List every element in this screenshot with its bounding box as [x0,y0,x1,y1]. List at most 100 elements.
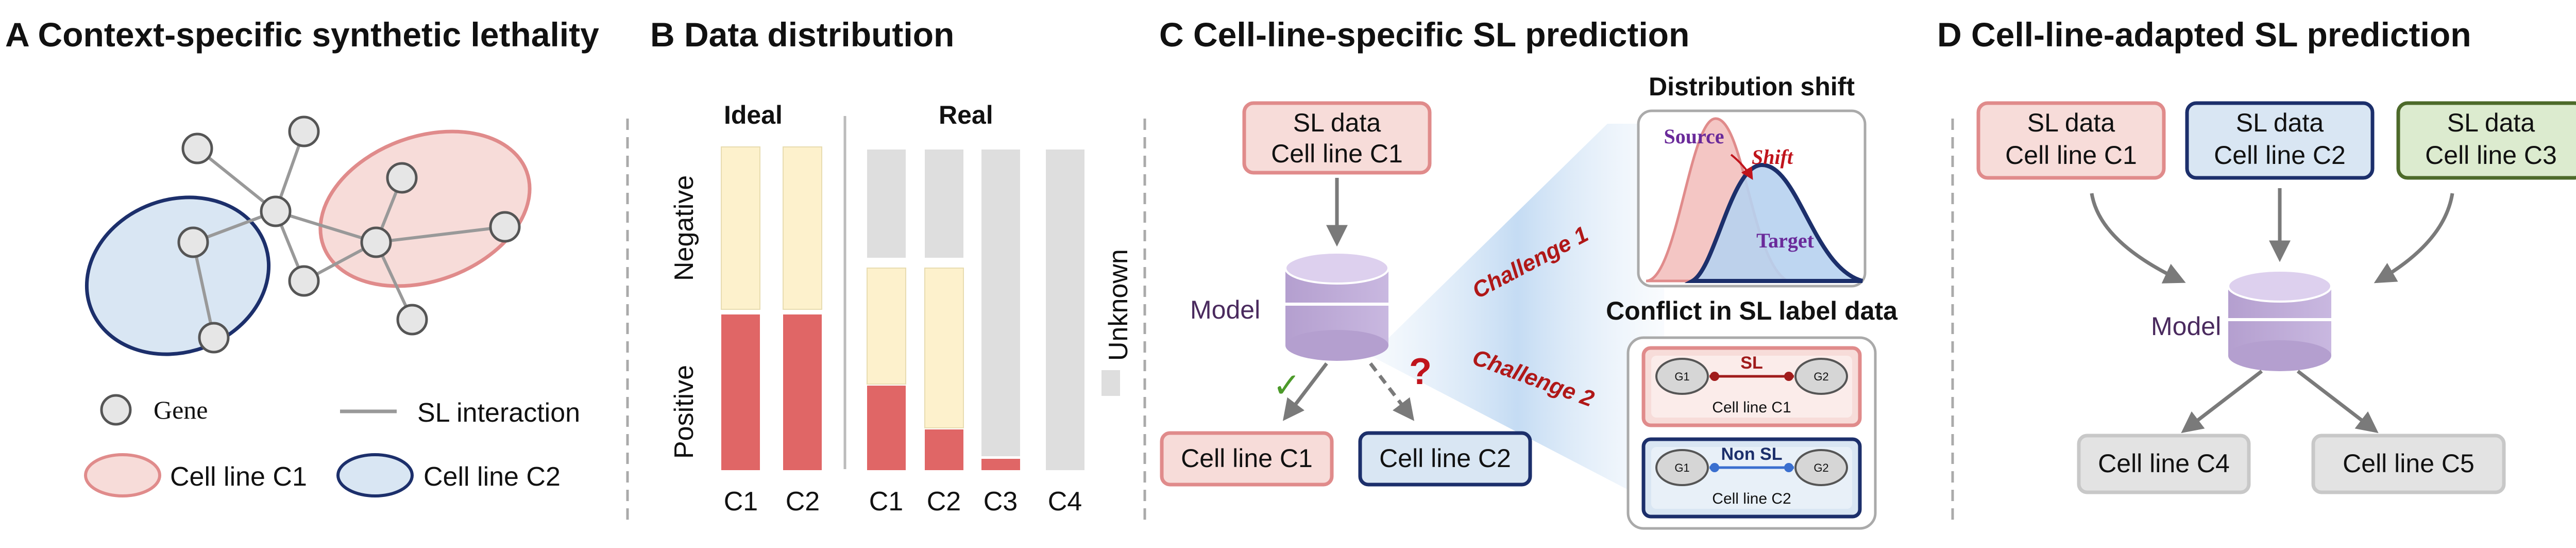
cell-line-c1-region [318,129,532,288]
source-data-box [1242,101,1432,175]
output-c5-box [2311,434,2506,494]
c2-legend-symbol [336,453,414,497]
row1-g2-label: G2 [1814,370,1828,383]
real-col-c2: C2 [927,487,961,517]
legend: Gene SL interaction Cell line C1 Cell li… [84,394,580,497]
negative-axis-label: Negative [669,175,699,281]
conflict-row-c2: G1 G2 Non SL Cell line C2 [1641,437,1862,519]
conflict-title: Conflict in SL label data [1606,296,1898,325]
ideal-col-c1: C1 [724,487,758,517]
source-box-line2: Cell line C1 [1271,139,1403,168]
source-c3-line2: Cell line C3 [2425,141,2557,170]
real-c2-positive-bar [925,429,963,470]
panel-c-title: C Cell-line-specific SL prediction [1159,15,1689,54]
ideal-col-c2: C2 [786,487,820,517]
source-label: Source [1664,125,1724,148]
legend-c2-label: Cell line C2 [423,462,561,492]
source-box-line1: SL data [1293,108,1381,137]
source-c3-box [2396,101,2576,180]
real-bars [867,150,1084,470]
output-c5-label: Cell line C5 [2343,449,2475,478]
real-c4-unknown-bar [1046,150,1084,470]
ideal-c2-negative-bar [783,146,822,310]
model-to-c4-arrow [2181,370,2263,434]
real-c3-positive-bar [981,459,1020,470]
gene-g1-node [1655,358,1709,395]
output-c1-box [1160,431,1334,487]
legend-c1-label: Cell line C1 [170,462,307,492]
source-c2-box [2185,101,2375,180]
gene-g1-node [1655,449,1709,486]
panel-d-title: D Cell-line-adapted SL prediction [1937,15,2471,54]
model-label: Model [1190,295,1260,324]
model-database-icon [2227,270,2332,371]
c1-legend-symbol [84,453,161,497]
row2-cell-line: Cell line C2 [1712,490,1791,507]
real-c1-negative-bar [867,268,906,385]
panel-d: D Cell-line-adapted SL prediction SL dat… [1937,15,2576,494]
target-label: Target [1756,229,1815,252]
ideal-c1-positive-bar [721,314,760,470]
check-icon: ✓ [1273,366,1301,405]
row2-relation: Non SL [1721,444,1783,464]
model-label-d: Model [2151,312,2221,341]
real-heading: Real [939,101,993,129]
question-icon: ? [1409,351,1432,392]
output-c4-box [2077,434,2251,494]
panel-b: B Data distribution Ideal Real Negative … [650,15,1133,517]
source-c2-line1: SL data [2236,108,2324,137]
row2-g1-label: G1 [1674,461,1689,474]
challenge-beam [1370,124,1664,490]
ideal-c2-positive-bar [783,314,822,470]
shift-label: Shift [1752,145,1794,169]
real-col-c3: C3 [984,487,1018,517]
panel-b-title: B Data distribution [650,15,954,54]
unknown-label: Unknown [1104,249,1133,361]
real-c1-unknown-bar [867,150,906,258]
source-c3-line1: SL data [2447,108,2535,137]
conflict-row-c1: G1 G2 SL Cell line C1 [1641,346,1862,427]
model-to-c1-arrow [1282,362,1328,421]
ideal-c1-negative-bar [721,146,760,310]
real-col-c4: C4 [1048,487,1082,517]
c1-to-model-arrow [2090,193,2186,284]
real-c3-unknown-bar [981,150,1020,456]
output-c2-label: Cell line C2 [1379,444,1511,473]
source-c2-line2: Cell line C2 [2214,141,2346,170]
panel-a-title: A Context-specific synthetic lethality [5,15,599,54]
row2-g2-label: G2 [1814,461,1828,474]
target-distribution-curve [1684,162,1863,283]
output-c4-label: Cell line C4 [2098,449,2230,478]
panel-c: C Cell-line-specific SL prediction SL da… [1159,15,1898,530]
gene-g2-node [1794,449,1848,486]
ideal-bars [721,146,822,470]
row1-g1-label: G1 [1674,370,1689,383]
gene-legend-symbol [100,394,132,426]
unknown-legend-swatch [1101,370,1120,396]
source-c1-box [1976,101,2166,180]
ideal-heading: Ideal [724,101,783,129]
row1-relation: SL [1740,353,1762,373]
real-c2-negative-bar [924,268,964,428]
panel-a: A Context-specific synthetic lethality [5,15,599,497]
cell-line-c2-region [84,195,271,356]
gene-g2-node [1794,358,1848,395]
real-c1-positive-bar [867,386,906,470]
shift-arrow [1730,154,1753,180]
row1-cell-line: Cell line C1 [1712,399,1791,416]
model-database-icon [1284,252,1389,361]
model-to-c2-arrow [1369,362,1415,421]
real-col-c1: C1 [869,487,903,517]
legend-gene-label: Gene [154,395,208,424]
source-c1-line2: Cell line C1 [2005,141,2137,170]
output-c2-box [1358,431,1532,487]
distribution-shift-title: Distribution shift [1649,72,1855,101]
output-c1-label: Cell line C1 [1181,444,1313,473]
real-c2-unknown-bar [925,150,963,258]
column-labels: C1 C2 C1 C2 C3 C4 [724,487,1082,517]
positive-axis-label: Positive [669,365,699,459]
source-c1-line1: SL data [2027,108,2115,137]
gene-nodes [177,115,521,354]
model-to-c5-arrow [2296,370,2379,434]
